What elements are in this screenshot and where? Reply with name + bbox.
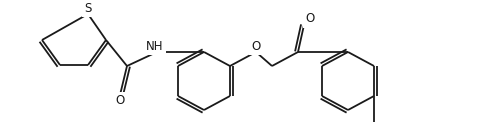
Text: O: O	[305, 12, 315, 25]
Text: NH: NH	[146, 39, 164, 52]
Text: S: S	[84, 2, 92, 15]
Text: O: O	[251, 39, 261, 52]
Text: O: O	[115, 95, 125, 108]
